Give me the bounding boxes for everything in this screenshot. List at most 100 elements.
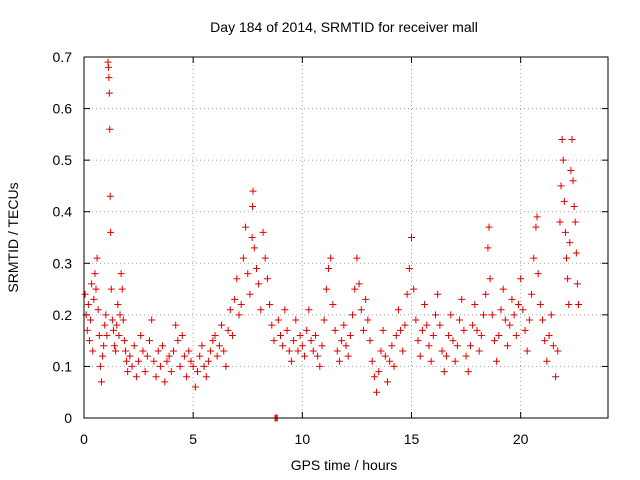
data-point [202, 373, 210, 381]
data-point [85, 337, 93, 345]
data-point [530, 254, 538, 262]
data-point [81, 290, 89, 298]
data-point [105, 74, 113, 82]
data-point [572, 249, 580, 257]
data-point [298, 342, 306, 350]
data-point [180, 352, 188, 360]
data-point [571, 218, 579, 226]
x-tick-label: 10 [295, 431, 311, 447]
data-point [194, 368, 202, 376]
data-point [277, 331, 284, 339]
data-point [362, 295, 370, 303]
data-point [495, 331, 503, 339]
data-point [359, 326, 367, 334]
data-point [442, 352, 450, 360]
data-point [497, 306, 505, 314]
data-point [176, 362, 184, 370]
data-point [563, 254, 571, 262]
data-point [368, 357, 376, 365]
data-point [449, 337, 457, 345]
data-point [107, 285, 115, 293]
data-point [109, 326, 117, 334]
data-point [560, 197, 568, 205]
data-point [178, 331, 186, 339]
data-point [521, 326, 529, 334]
data-point [394, 306, 402, 314]
data-point [118, 285, 126, 293]
data-point [211, 331, 219, 339]
data-point [570, 203, 578, 211]
data-point [141, 368, 149, 376]
data-point [401, 321, 409, 329]
data-point [213, 352, 221, 360]
y-tick-label: 0.1 [53, 358, 73, 374]
data-point [488, 311, 496, 319]
data-point [285, 347, 293, 355]
data-point [95, 331, 103, 339]
data-point [183, 373, 191, 381]
data-point [564, 275, 572, 283]
data-point [379, 326, 387, 334]
data-point [119, 316, 127, 324]
data-point [159, 342, 167, 350]
data-point [331, 326, 339, 334]
data-point [575, 301, 583, 309]
data-point [139, 347, 147, 355]
data-point [318, 342, 326, 350]
data-point [558, 136, 566, 144]
data-point [357, 306, 365, 314]
data-point [228, 331, 236, 339]
data-point [517, 275, 525, 283]
data-point [121, 347, 129, 355]
data-point [244, 270, 252, 278]
data-point [322, 285, 330, 293]
x-tick-label: 5 [189, 431, 197, 447]
data-point [506, 321, 514, 329]
data-point [573, 280, 581, 288]
data-point [351, 285, 359, 293]
data-point [104, 63, 112, 71]
data-point [307, 337, 315, 345]
data-point [316, 362, 324, 370]
data-point [549, 342, 557, 350]
data-point [436, 321, 444, 329]
data-point [512, 331, 520, 339]
data-point [263, 275, 271, 283]
data-point [279, 342, 287, 350]
data-point [97, 378, 105, 386]
data-point [163, 357, 171, 365]
y-axis-label: SRMTID / TECUs [5, 182, 21, 292]
data-point [429, 331, 437, 339]
data-point [405, 264, 413, 272]
data-point [209, 337, 217, 345]
data-point [399, 347, 407, 355]
x-tick-labels: 0 5 10 15 20 [80, 431, 529, 447]
data-point [303, 326, 311, 334]
data-point [248, 234, 256, 241]
data-point [390, 362, 398, 370]
data-point [533, 213, 541, 221]
y-tick-label: 0.2 [53, 307, 73, 323]
data-point [126, 352, 134, 360]
data-point [189, 362, 197, 370]
data-point [519, 306, 527, 314]
data-point [473, 326, 481, 334]
data-point [568, 136, 576, 144]
data-point [344, 352, 352, 360]
data-point [333, 347, 341, 355]
data-point [108, 316, 116, 324]
data-point [410, 285, 418, 293]
data-point [412, 316, 420, 324]
data-point [90, 295, 98, 303]
data-point [143, 352, 151, 360]
data-point [91, 270, 99, 278]
data-point [226, 306, 234, 314]
plot-frame [83, 56, 609, 419]
data-point [366, 337, 374, 345]
y-tick-label: 0.5 [53, 152, 73, 168]
data-point [222, 362, 230, 370]
data-point [111, 342, 119, 350]
data-point [523, 347, 531, 355]
data-point [559, 156, 567, 164]
